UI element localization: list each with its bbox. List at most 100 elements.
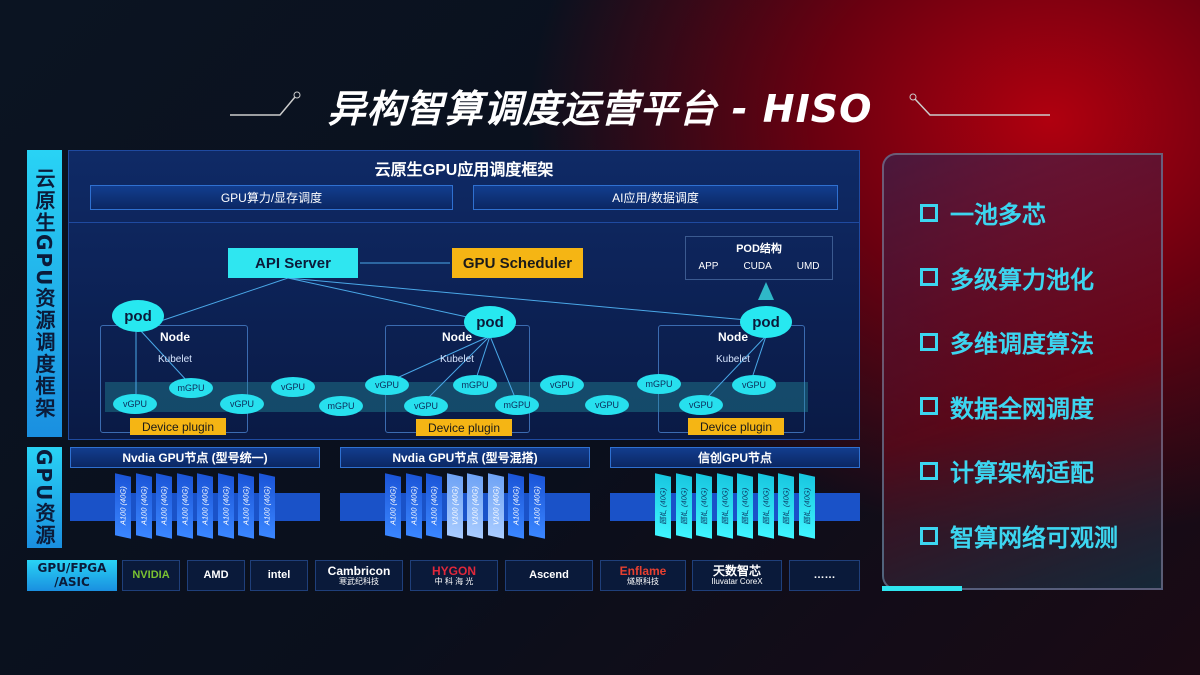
feature-label: 多维调度算法 [950, 330, 1094, 359]
gpu-card: A100 (40G) [238, 473, 254, 539]
gpu-card: 国产 (40G) [716, 473, 733, 539]
pod: pod [112, 300, 164, 332]
vgpu-oval: vGPU [404, 396, 448, 416]
gpu-card: A100 (40G) [217, 473, 234, 539]
vendor-name: AMD [203, 569, 229, 582]
feature-item: 多维调度算法 [920, 324, 1094, 359]
vgpu-oval: vGPU [585, 395, 629, 415]
gpu-node-base [610, 493, 860, 521]
vendor-logo: HYGON 中 科 海 光 [410, 560, 498, 591]
gpu-card: 国产 (40G) [757, 473, 774, 539]
mgpu-oval: mGPU [453, 375, 497, 395]
kubelet-label: Kubelet [158, 354, 192, 365]
gpu-card: A100 (40G) [528, 473, 545, 539]
framework-header: 云原生GPU应用调度框架 [374, 162, 554, 179]
vendor-logo: AMD [187, 560, 245, 591]
vendor-logo: 天数智芯 Iluvatar CoreX [692, 560, 782, 591]
divider [68, 222, 860, 223]
gpu-card: A100 (40G) [426, 473, 442, 539]
features-panel [882, 153, 1163, 590]
vendor-logo: NVIDIA [122, 560, 180, 591]
mgpu-oval: mGPU [169, 378, 213, 398]
node-label: Node [160, 330, 190, 344]
chips-label: GPU/FPGA /ASIC [27, 560, 117, 591]
gpu-card: 国产 (40G) [655, 473, 671, 539]
vendor-logo: …… [789, 560, 860, 591]
gpu-card: A100 (40G) [508, 473, 524, 539]
vendor-name: Cambricon [327, 563, 391, 578]
vendor-logo: Cambricon 寒武纪科技 [315, 560, 403, 591]
feature-label: 智算网络可观测 [950, 524, 1118, 552]
vendor-logo: intel [250, 560, 308, 591]
pod-item: UMD [796, 261, 820, 272]
gpu-card: A100 (40G) [197, 473, 213, 539]
device-plugin: Device plugin [130, 418, 226, 435]
feature-label: 多级算力池化 [950, 265, 1094, 294]
vendor-logo: Enflame 燧原科技 [600, 560, 686, 591]
feature-item: 智算网络可观测 [920, 518, 1118, 553]
gpu-card: 国产 (40G) [696, 473, 712, 539]
gpu-node-title: 信创GPU节点 [610, 447, 860, 468]
resources-side-label: GPU资源 [27, 447, 62, 548]
vgpu-oval: vGPU [679, 395, 723, 415]
pod: pod [464, 306, 516, 338]
mgpu-oval: mGPU [319, 396, 363, 416]
vgpu-oval: vGPU [113, 394, 157, 414]
checkbox-icon [920, 461, 938, 480]
gpu-card: 国产 (40G) [798, 473, 815, 539]
gpu-card: 国产 (40G) [737, 473, 753, 539]
gpu-card: A100 (40G) [176, 473, 193, 539]
vgpu-oval: vGPU [365, 375, 409, 395]
gpu-compute-scheduling: GPU算力/显存调度 [90, 185, 453, 210]
vgpu-oval: vGPU [540, 375, 584, 395]
framework-side-label: 云原生GPU资源调度框架 [27, 150, 62, 437]
vendor-name: 天数智芯 [712, 563, 761, 578]
ai-data-scheduling: AI应用/数据调度 [473, 185, 838, 210]
vendor-name: Enflame [619, 563, 667, 578]
gpu-card: A100 (40G) [135, 473, 152, 539]
mgpu-oval: mGPU [495, 395, 539, 415]
vendor-logo: Ascend [505, 560, 593, 591]
pod-structure-title: POD结构 [736, 243, 782, 255]
gpu-node-base [70, 493, 320, 521]
feature-label: 数据全网调度 [950, 394, 1094, 423]
gpu-node-base [340, 493, 590, 521]
vgpu-oval: vGPU [271, 377, 315, 397]
vendor-name: NVIDIA [132, 569, 170, 582]
device-plugin: Device plugin [416, 419, 512, 436]
checkbox-icon [920, 397, 938, 416]
feature-item: 多级算力池化 [920, 260, 1094, 295]
gpu-card: A100 (40G) [258, 473, 275, 539]
vgpu-oval: vGPU [220, 394, 264, 414]
feature-item: 数据全网调度 [920, 389, 1094, 424]
vendor-sub: 中 科 海 光 [434, 576, 474, 586]
pod-structure-box: POD结构 APP CUDA UMD [685, 236, 833, 280]
gpu-card: 国产 (40G) [778, 473, 794, 539]
vendor-name: HYGON [431, 563, 476, 578]
device-plugin: Device plugin [688, 418, 784, 435]
checkbox-icon [920, 332, 938, 351]
gpu-card: 国产 (40G) [675, 473, 692, 539]
vendor-name: Ascend [529, 569, 569, 582]
vendor-sub: 寒武纪科技 [339, 576, 379, 586]
node-label: Node [718, 330, 748, 344]
checkbox-icon [920, 203, 938, 222]
gpu-node-title: Nvdia GPU节点 (型号混搭) [340, 447, 590, 468]
vendor-name: intel [267, 569, 291, 582]
pod: pod [740, 306, 792, 338]
gpu-card: A100 (40G) [405, 473, 422, 539]
gpu-card: A100 (40G) [115, 473, 131, 539]
checkbox-icon [920, 268, 938, 287]
checkbox-icon [920, 526, 938, 545]
feature-label: 计算架构适配 [950, 459, 1094, 488]
gpu-card: V100 (40G) [446, 473, 463, 539]
feature-label: 一池多芯 [950, 201, 1046, 229]
vgpu-oval: vGPU [732, 375, 776, 395]
mgpu-oval: mGPU [637, 374, 681, 394]
gpu-card: A100 (40G) [385, 473, 401, 539]
feature-item: 计算架构适配 [920, 453, 1094, 488]
kubelet-label: Kubelet [716, 354, 750, 365]
gpu-card: V100 (40G) [467, 473, 483, 539]
